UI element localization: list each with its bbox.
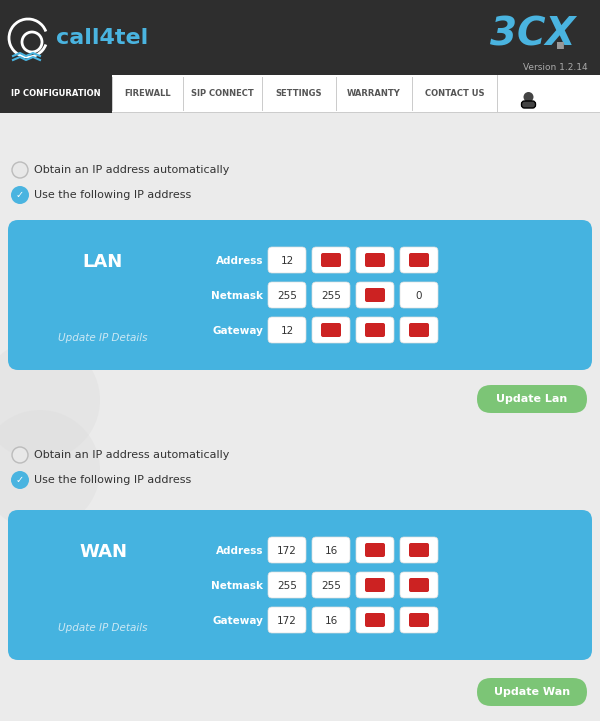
Text: 0: 0 — [416, 291, 422, 301]
Text: Update Lan: Update Lan — [496, 394, 568, 404]
FancyBboxPatch shape — [409, 543, 429, 557]
Text: 12: 12 — [280, 256, 293, 266]
Text: LAN: LAN — [83, 253, 123, 271]
Text: CONTACT US: CONTACT US — [425, 89, 484, 99]
Text: ✓: ✓ — [16, 475, 24, 485]
Text: ✓: ✓ — [16, 190, 24, 200]
Text: WARRANTY: WARRANTY — [347, 89, 401, 99]
Text: 255: 255 — [277, 581, 297, 591]
Text: 12: 12 — [280, 326, 293, 336]
FancyBboxPatch shape — [409, 578, 429, 592]
Text: SIP CONNECT: SIP CONNECT — [191, 89, 254, 99]
Text: 172: 172 — [277, 546, 297, 556]
Text: Gateway: Gateway — [212, 326, 263, 336]
Bar — [412, 77, 413, 111]
Circle shape — [12, 447, 28, 463]
FancyBboxPatch shape — [312, 607, 350, 633]
FancyBboxPatch shape — [356, 247, 394, 273]
FancyBboxPatch shape — [356, 282, 394, 308]
Bar — [0, 112, 600, 113]
FancyBboxPatch shape — [312, 537, 350, 563]
Text: Use the following IP address: Use the following IP address — [34, 475, 191, 485]
Bar — [336, 77, 337, 111]
Text: 172: 172 — [277, 616, 297, 626]
FancyBboxPatch shape — [8, 220, 592, 370]
FancyBboxPatch shape — [356, 607, 394, 633]
FancyBboxPatch shape — [321, 323, 341, 337]
FancyBboxPatch shape — [312, 572, 350, 598]
FancyBboxPatch shape — [312, 282, 350, 308]
Text: .: . — [553, 19, 568, 57]
FancyBboxPatch shape — [409, 613, 429, 627]
FancyBboxPatch shape — [268, 247, 306, 273]
Circle shape — [0, 340, 100, 460]
FancyBboxPatch shape — [365, 613, 385, 627]
Bar — [0, 0, 600, 75]
Text: Version 1.2.14: Version 1.2.14 — [523, 63, 588, 73]
FancyBboxPatch shape — [268, 572, 306, 598]
FancyBboxPatch shape — [8, 510, 592, 660]
Text: call4tel: call4tel — [56, 28, 148, 48]
FancyBboxPatch shape — [365, 578, 385, 592]
FancyBboxPatch shape — [521, 101, 536, 108]
Text: Netmask: Netmask — [211, 291, 263, 301]
FancyBboxPatch shape — [365, 543, 385, 557]
Text: IP CONFIGURATION: IP CONFIGURATION — [11, 89, 101, 99]
Text: 255: 255 — [321, 581, 341, 591]
FancyBboxPatch shape — [356, 572, 394, 598]
FancyBboxPatch shape — [268, 317, 306, 343]
FancyBboxPatch shape — [409, 253, 429, 267]
FancyBboxPatch shape — [365, 323, 385, 337]
FancyBboxPatch shape — [400, 607, 438, 633]
Bar — [183, 77, 184, 111]
Text: Address: Address — [215, 546, 263, 556]
Text: 16: 16 — [325, 546, 338, 556]
FancyBboxPatch shape — [312, 317, 350, 343]
FancyBboxPatch shape — [400, 247, 438, 273]
Text: Update IP Details: Update IP Details — [58, 623, 148, 633]
Text: Obtain an IP address automatically: Obtain an IP address automatically — [34, 165, 229, 175]
FancyBboxPatch shape — [409, 323, 429, 337]
FancyBboxPatch shape — [356, 317, 394, 343]
FancyBboxPatch shape — [365, 288, 385, 302]
Circle shape — [0, 410, 100, 530]
Text: 255: 255 — [277, 291, 297, 301]
FancyBboxPatch shape — [400, 572, 438, 598]
Bar — [262, 77, 263, 111]
Text: FIREWALL: FIREWALL — [124, 89, 171, 99]
FancyBboxPatch shape — [356, 537, 394, 563]
Bar — [497, 75, 498, 113]
FancyBboxPatch shape — [321, 253, 341, 267]
Text: WAN: WAN — [79, 543, 127, 561]
FancyBboxPatch shape — [268, 282, 306, 308]
Text: Netmask: Netmask — [211, 581, 263, 591]
Circle shape — [523, 92, 533, 102]
Text: 3CX: 3CX — [490, 16, 575, 54]
FancyBboxPatch shape — [268, 607, 306, 633]
FancyBboxPatch shape — [400, 317, 438, 343]
Text: 255: 255 — [321, 291, 341, 301]
FancyBboxPatch shape — [477, 678, 587, 706]
Text: SETTINGS: SETTINGS — [276, 89, 322, 99]
Text: Update IP Details: Update IP Details — [58, 333, 148, 343]
Text: Update Wan: Update Wan — [494, 687, 570, 697]
FancyBboxPatch shape — [365, 253, 385, 267]
Text: Use the following IP address: Use the following IP address — [34, 190, 191, 200]
Bar — [0, 75, 600, 113]
Circle shape — [12, 162, 28, 178]
Circle shape — [11, 186, 29, 204]
FancyBboxPatch shape — [400, 282, 438, 308]
Text: Address: Address — [215, 256, 263, 266]
FancyBboxPatch shape — [477, 385, 587, 413]
Bar — [0, 75, 112, 113]
Text: 16: 16 — [325, 616, 338, 626]
FancyBboxPatch shape — [400, 537, 438, 563]
FancyBboxPatch shape — [312, 247, 350, 273]
Text: Gateway: Gateway — [212, 616, 263, 626]
FancyBboxPatch shape — [268, 537, 306, 563]
Bar — [112, 77, 113, 111]
Text: Obtain an IP address automatically: Obtain an IP address automatically — [34, 450, 229, 460]
Circle shape — [11, 471, 29, 489]
